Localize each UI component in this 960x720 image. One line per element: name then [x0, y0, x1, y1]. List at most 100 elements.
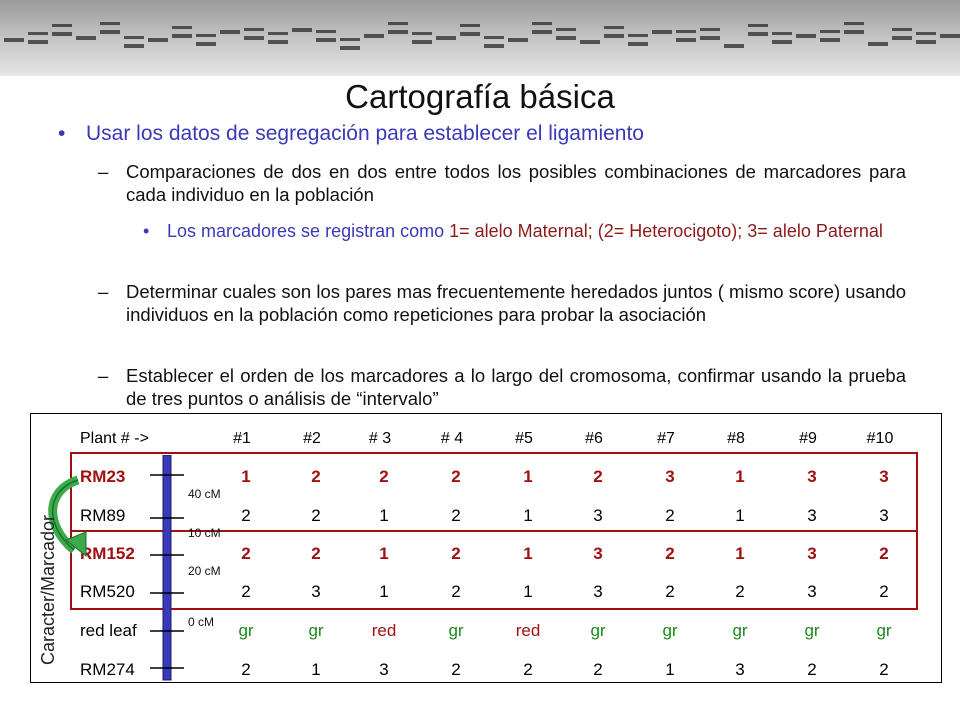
table-cell: 2	[593, 467, 603, 486]
plant-header-3: # 3	[368, 430, 392, 447]
table-cell: 2	[311, 506, 321, 525]
table-cell: 2	[523, 660, 533, 679]
table-cell: red	[515, 621, 541, 640]
row-label-rm23: RM23	[80, 467, 126, 486]
plant-header-2: #2	[303, 430, 321, 447]
table-cell: 1	[665, 660, 675, 679]
table-cell: 3	[879, 467, 889, 486]
table-cell: 2	[311, 467, 321, 486]
chromosome-map	[150, 455, 184, 681]
slide-title: Cartografía básica	[345, 78, 615, 115]
plant-header-5: #5	[515, 430, 533, 447]
table-cell: 3	[879, 506, 889, 525]
bullet-dot-icon: •	[58, 122, 66, 145]
table-cell: 1	[379, 544, 389, 563]
table-cell: 2	[451, 506, 461, 525]
table-cell: 1	[523, 582, 533, 601]
row-label-rm89: RM89	[80, 506, 126, 525]
table-cell: gr	[662, 621, 678, 640]
sub-bullet-text: Establecer el orden de los marcadores a …	[126, 365, 906, 409]
table-cell: 1	[523, 544, 533, 563]
table-cell: 2	[665, 506, 675, 525]
segregation-table-frame	[30, 413, 942, 683]
dash-icon: –	[98, 161, 109, 182]
table-cell: 1	[523, 506, 533, 525]
sub-bullet-text: Comparaciones de dos en dos entre todos …	[126, 161, 906, 205]
plant-header-6: #6	[585, 430, 603, 447]
table-cell: 3	[665, 467, 675, 486]
table-cell: 1	[379, 582, 389, 601]
plant-header-label: Plant # ->	[80, 430, 149, 447]
table-cell: 2	[665, 582, 675, 601]
marker-scoring-codes: 1= alelo Maternal; (2= Heterocigoto); 3=…	[449, 221, 883, 241]
table-cell: gr	[308, 621, 324, 640]
table-cell: 1	[735, 544, 745, 563]
table-cell: 2	[735, 582, 745, 601]
distance-label-3: 20 cM	[188, 564, 221, 578]
table-cell: 2	[593, 660, 603, 679]
table-cell: 2	[241, 660, 251, 679]
table-cell: 2	[241, 582, 251, 601]
table-cell: 2	[879, 544, 889, 563]
table-cell: 1	[735, 506, 745, 525]
table-cell: 3	[379, 660, 389, 679]
row-label-rm520: RM520	[80, 582, 135, 601]
table-cell: red	[371, 621, 397, 640]
table-cell: gr	[448, 621, 464, 640]
sub-bullet-text: Determinar cuales son los pares mas frec…	[126, 281, 906, 325]
plant-header-10: #10	[866, 430, 894, 447]
row-label-rm274: RM274	[80, 660, 135, 679]
distance-label-4: 0 cM	[188, 615, 215, 629]
dash-icon: –	[98, 365, 109, 386]
table-cell: 2	[879, 582, 889, 601]
table-cell: 1	[241, 467, 251, 486]
table-cell: 2	[241, 506, 251, 525]
table-cell: 3	[807, 544, 817, 563]
distance-label-2: 10 cM	[188, 526, 221, 540]
table-cell: 2	[451, 467, 461, 486]
table-cell: gr	[804, 621, 820, 640]
table-cell: gr	[590, 621, 606, 640]
row-label-red-leaf: red leaf	[80, 621, 137, 640]
table-cell: 1	[311, 660, 321, 679]
table-cell: 2	[665, 544, 675, 563]
bullet-dot-icon: •	[143, 221, 150, 241]
table-cell: 1	[523, 467, 533, 486]
marker-scoring-intro: Los marcadores se registran como	[167, 221, 450, 241]
table-cell: 3	[807, 582, 817, 601]
row-label-rm152: RM152	[80, 544, 135, 563]
bullet-list: • Usar los datos de segregación para est…	[58, 122, 907, 409]
plant-header-4: # 4	[440, 430, 464, 447]
table-cell: gr	[238, 621, 254, 640]
table-cell: gr	[732, 621, 748, 640]
table-cell: 3	[807, 506, 817, 525]
linkage-highlight-box-2	[70, 530, 918, 610]
table-cell: 2	[879, 660, 889, 679]
table-cell: 3	[735, 660, 745, 679]
plant-header-8: #8	[727, 430, 745, 447]
table-cell: 2	[451, 660, 461, 679]
plant-header-7: #7	[657, 430, 675, 447]
table-cell: 2	[807, 660, 817, 679]
sub-sub-bullet-text: Los marcadores se registran como 1= alel…	[167, 220, 907, 243]
table-cell: 2	[451, 582, 461, 601]
table-cell: 1	[379, 506, 389, 525]
gel-electrophoresis-image	[0, 0, 960, 76]
plant-header-9: #9	[799, 430, 817, 447]
table-cell: 2	[379, 467, 389, 486]
table-cell: 1	[735, 467, 745, 486]
plant-header-1: #1	[233, 430, 251, 447]
distance-label-1: 40 cM	[188, 487, 221, 501]
table-cell: 2	[241, 544, 251, 563]
table-cell: 3	[593, 506, 603, 525]
table-cell: gr	[876, 621, 892, 640]
table-cell: 3	[593, 544, 603, 563]
bullet-text: Usar los datos de segregación para estab…	[86, 122, 644, 145]
dash-icon: –	[98, 281, 109, 302]
table-cell: 3	[311, 582, 321, 601]
table-cell: 2	[311, 544, 321, 563]
table-cell: 3	[807, 467, 817, 486]
table-cell: 2	[451, 544, 461, 563]
table-cell: 3	[593, 582, 603, 601]
curved-arrow-icon	[48, 475, 87, 558]
